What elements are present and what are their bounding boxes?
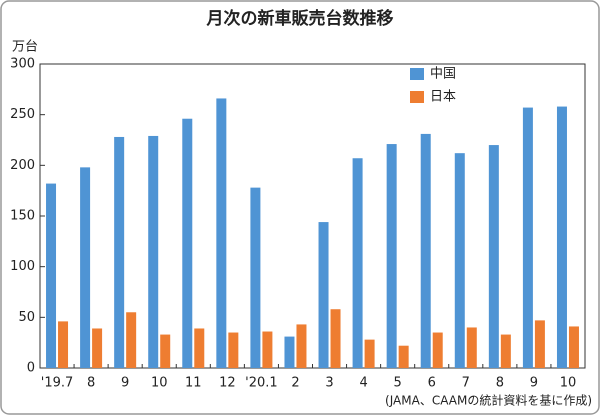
x-tick-label: '20.1 [245, 376, 278, 391]
bar [148, 135, 159, 368]
bar [432, 332, 443, 368]
legend-swatch [410, 91, 424, 103]
bar [488, 145, 499, 368]
x-tick-label: 8 [496, 376, 504, 391]
bar [364, 339, 375, 368]
bar [80, 167, 91, 368]
bar [228, 332, 239, 368]
x-tick-label: 7 [462, 376, 470, 391]
bar [160, 334, 171, 368]
x-tick-label: 11 [185, 376, 202, 391]
bar [296, 324, 307, 368]
bar [262, 331, 273, 368]
bar [454, 153, 465, 368]
x-tick-label: 6 [428, 376, 436, 391]
x-tick-label: 9 [530, 376, 538, 391]
bar [352, 158, 363, 368]
x-tick-label: 10 [151, 376, 168, 391]
bar [182, 118, 193, 368]
bar [420, 133, 431, 368]
bar [500, 334, 511, 368]
y-tick-label: 50 [18, 310, 35, 325]
x-tick-label: 12 [219, 376, 236, 391]
bar [318, 222, 329, 368]
x-tick-label: 4 [359, 376, 367, 391]
y-axis-label: 万台 [12, 40, 38, 55]
bar [194, 328, 205, 368]
bar [522, 107, 533, 368]
x-tick-label: 5 [394, 376, 402, 391]
x-tick-label: 3 [325, 376, 333, 391]
y-tick-label: 250 [10, 107, 35, 122]
bar [126, 312, 137, 368]
bar [92, 328, 103, 368]
bar [216, 98, 227, 368]
bar [398, 345, 409, 368]
x-tick-label: 8 [87, 376, 95, 391]
bar [284, 336, 295, 368]
y-tick-label: 300 [10, 57, 35, 72]
bar [46, 183, 57, 368]
bar [534, 320, 545, 368]
bar [250, 187, 261, 368]
legend-label: 日本 [430, 90, 456, 105]
x-tick-label: 2 [291, 376, 299, 391]
y-tick-label: 200 [10, 158, 35, 173]
bar [330, 309, 341, 368]
y-tick-label: 0 [27, 361, 35, 376]
legend-swatch [410, 68, 424, 80]
bar [386, 144, 397, 368]
x-tick-label: 10 [560, 376, 577, 391]
bar [556, 106, 567, 368]
bar [466, 327, 477, 368]
legend-label: 中国 [430, 67, 456, 82]
x-tick-label: '19.7 [41, 376, 74, 391]
chart-title: 月次の新車販売台数推移 [206, 8, 394, 29]
y-tick-label: 100 [10, 259, 35, 274]
source: (JAMA、CAAMの統計資料を基に作成) [385, 393, 592, 408]
x-tick-label: 9 [121, 376, 129, 391]
bar [568, 326, 579, 368]
bar [114, 136, 125, 368]
y-tick-label: 150 [10, 209, 35, 224]
bar [58, 321, 69, 368]
